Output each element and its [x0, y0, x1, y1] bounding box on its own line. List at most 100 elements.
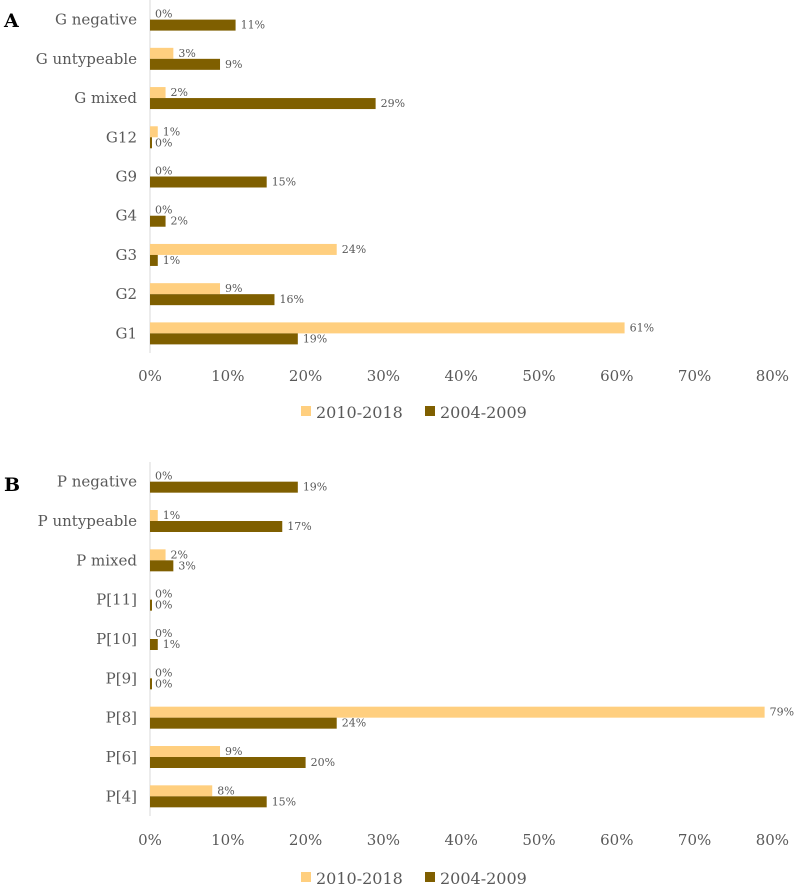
- bar-2004-2009: [150, 560, 174, 572]
- bar-2004-2009: [150, 294, 275, 306]
- bar-2004-2009: [150, 678, 152, 690]
- x-tick-label: 20%: [289, 367, 322, 385]
- legend-swatch: [301, 406, 311, 416]
- data-label: 16%: [279, 293, 303, 306]
- legend-swatch: [425, 406, 435, 416]
- data-label: 11%: [241, 19, 265, 32]
- bar-2010-2018: [150, 283, 221, 295]
- data-label: 15%: [272, 176, 296, 189]
- category-label: P[10]: [96, 630, 137, 648]
- x-tick-label: 70%: [678, 367, 711, 385]
- category-label: P[6]: [106, 748, 137, 766]
- bar-2010-2018: [150, 510, 158, 521]
- data-label: 1%: [163, 638, 180, 651]
- bar-2010-2018: [150, 47, 174, 59]
- category-label: G negative: [55, 11, 137, 29]
- category-label: P negative: [57, 473, 137, 491]
- x-tick-label: 10%: [211, 367, 244, 385]
- data-label: 29%: [381, 97, 405, 110]
- chart-panel-a: G negative 0% 11% G untypeable 3% 9% G mixed 2%…: [36, 0, 789, 422]
- category-label: P mixed: [76, 551, 137, 569]
- x-tick-label: 0%: [138, 367, 162, 385]
- category-label: P[8]: [106, 709, 137, 727]
- data-label: 0%: [155, 136, 172, 149]
- data-label: 24%: [342, 717, 366, 730]
- data-label: 19%: [303, 481, 327, 494]
- data-label: 20%: [311, 756, 335, 769]
- data-label: 3%: [178, 47, 195, 60]
- bar-2010-2018: [150, 549, 166, 561]
- data-label: 0%: [155, 588, 172, 601]
- bar-2004-2009: [150, 717, 337, 729]
- data-label: 0%: [155, 204, 172, 217]
- bar-2004-2009: [150, 521, 283, 532]
- bar-2010-2018: [150, 87, 166, 99]
- data-label: 19%: [303, 332, 327, 345]
- category-label: G2: [115, 285, 137, 303]
- x-tick-label: 60%: [600, 367, 633, 385]
- category-label: P[11]: [96, 591, 137, 609]
- data-label: 61%: [630, 321, 654, 334]
- panel-letter-a: A: [3, 10, 19, 32]
- data-label: 3%: [178, 559, 195, 572]
- bar-2004-2009: [150, 796, 267, 808]
- bar-2010-2018: [150, 785, 213, 797]
- x-tick-label: 30%: [367, 367, 400, 385]
- legend-label: 2004-2009: [440, 869, 527, 887]
- data-label: 2%: [171, 215, 188, 228]
- x-tick-label: 10%: [211, 831, 244, 849]
- x-tick-label: 80%: [756, 367, 789, 385]
- bar-2004-2009: [150, 98, 376, 110]
- bar-2004-2009: [150, 599, 152, 611]
- data-label: 0%: [155, 599, 172, 612]
- data-label: 15%: [272, 795, 296, 808]
- x-tick-label: 60%: [600, 831, 633, 849]
- data-label: 1%: [163, 254, 180, 267]
- category-label: G mixed: [74, 89, 137, 107]
- data-label: 2%: [171, 548, 188, 561]
- x-tick-label: 20%: [289, 831, 322, 849]
- chart-panel-b: P negative 0% 19% P untypeable 1% 17% P mixed 2…: [38, 462, 794, 887]
- data-label: 17%: [287, 520, 311, 533]
- bar-2004-2009: [150, 137, 152, 149]
- data-label: 9%: [225, 282, 242, 295]
- data-label: 9%: [225, 58, 242, 71]
- x-tick-label: 50%: [522, 367, 555, 385]
- bar-2004-2009: [150, 757, 306, 768]
- category-label: G1: [115, 324, 137, 342]
- data-label: 0%: [155, 8, 172, 21]
- legend-label: 2010-2018: [316, 403, 403, 422]
- category-label: G untypeable: [36, 50, 137, 68]
- bar-2004-2009: [150, 333, 298, 345]
- data-label: 1%: [163, 125, 180, 138]
- bar-2004-2009: [150, 176, 267, 188]
- panel-letter-b: B: [4, 474, 20, 496]
- bar-2010-2018: [150, 706, 765, 718]
- data-label: 0%: [155, 677, 172, 690]
- bar-2004-2009: [150, 481, 298, 493]
- legend-label: 2004-2009: [440, 403, 527, 422]
- data-label: 1%: [163, 509, 180, 522]
- x-tick-label: 40%: [445, 367, 478, 385]
- x-tick-label: 80%: [756, 831, 789, 849]
- bar-2010-2018: [150, 126, 158, 138]
- bar-2004-2009: [150, 254, 158, 266]
- x-tick-label: 40%: [445, 831, 478, 849]
- bar-2004-2009: [150, 19, 236, 31]
- x-tick-label: 30%: [367, 831, 400, 849]
- bar-2010-2018: [150, 243, 337, 255]
- legend-swatch: [425, 872, 435, 882]
- data-label: 0%: [155, 165, 172, 178]
- data-label: 9%: [225, 745, 242, 758]
- bar-2010-2018: [150, 322, 625, 334]
- data-label: 0%: [155, 666, 172, 679]
- data-label: 8%: [217, 784, 234, 797]
- bar-2004-2009: [150, 58, 221, 70]
- category-label: G3: [115, 246, 137, 264]
- legend-label: 2010-2018: [316, 869, 403, 887]
- bar-2010-2018: [150, 746, 221, 757]
- data-label: 79%: [770, 706, 794, 719]
- data-label: 24%: [342, 243, 366, 256]
- category-label: P[4]: [106, 787, 137, 805]
